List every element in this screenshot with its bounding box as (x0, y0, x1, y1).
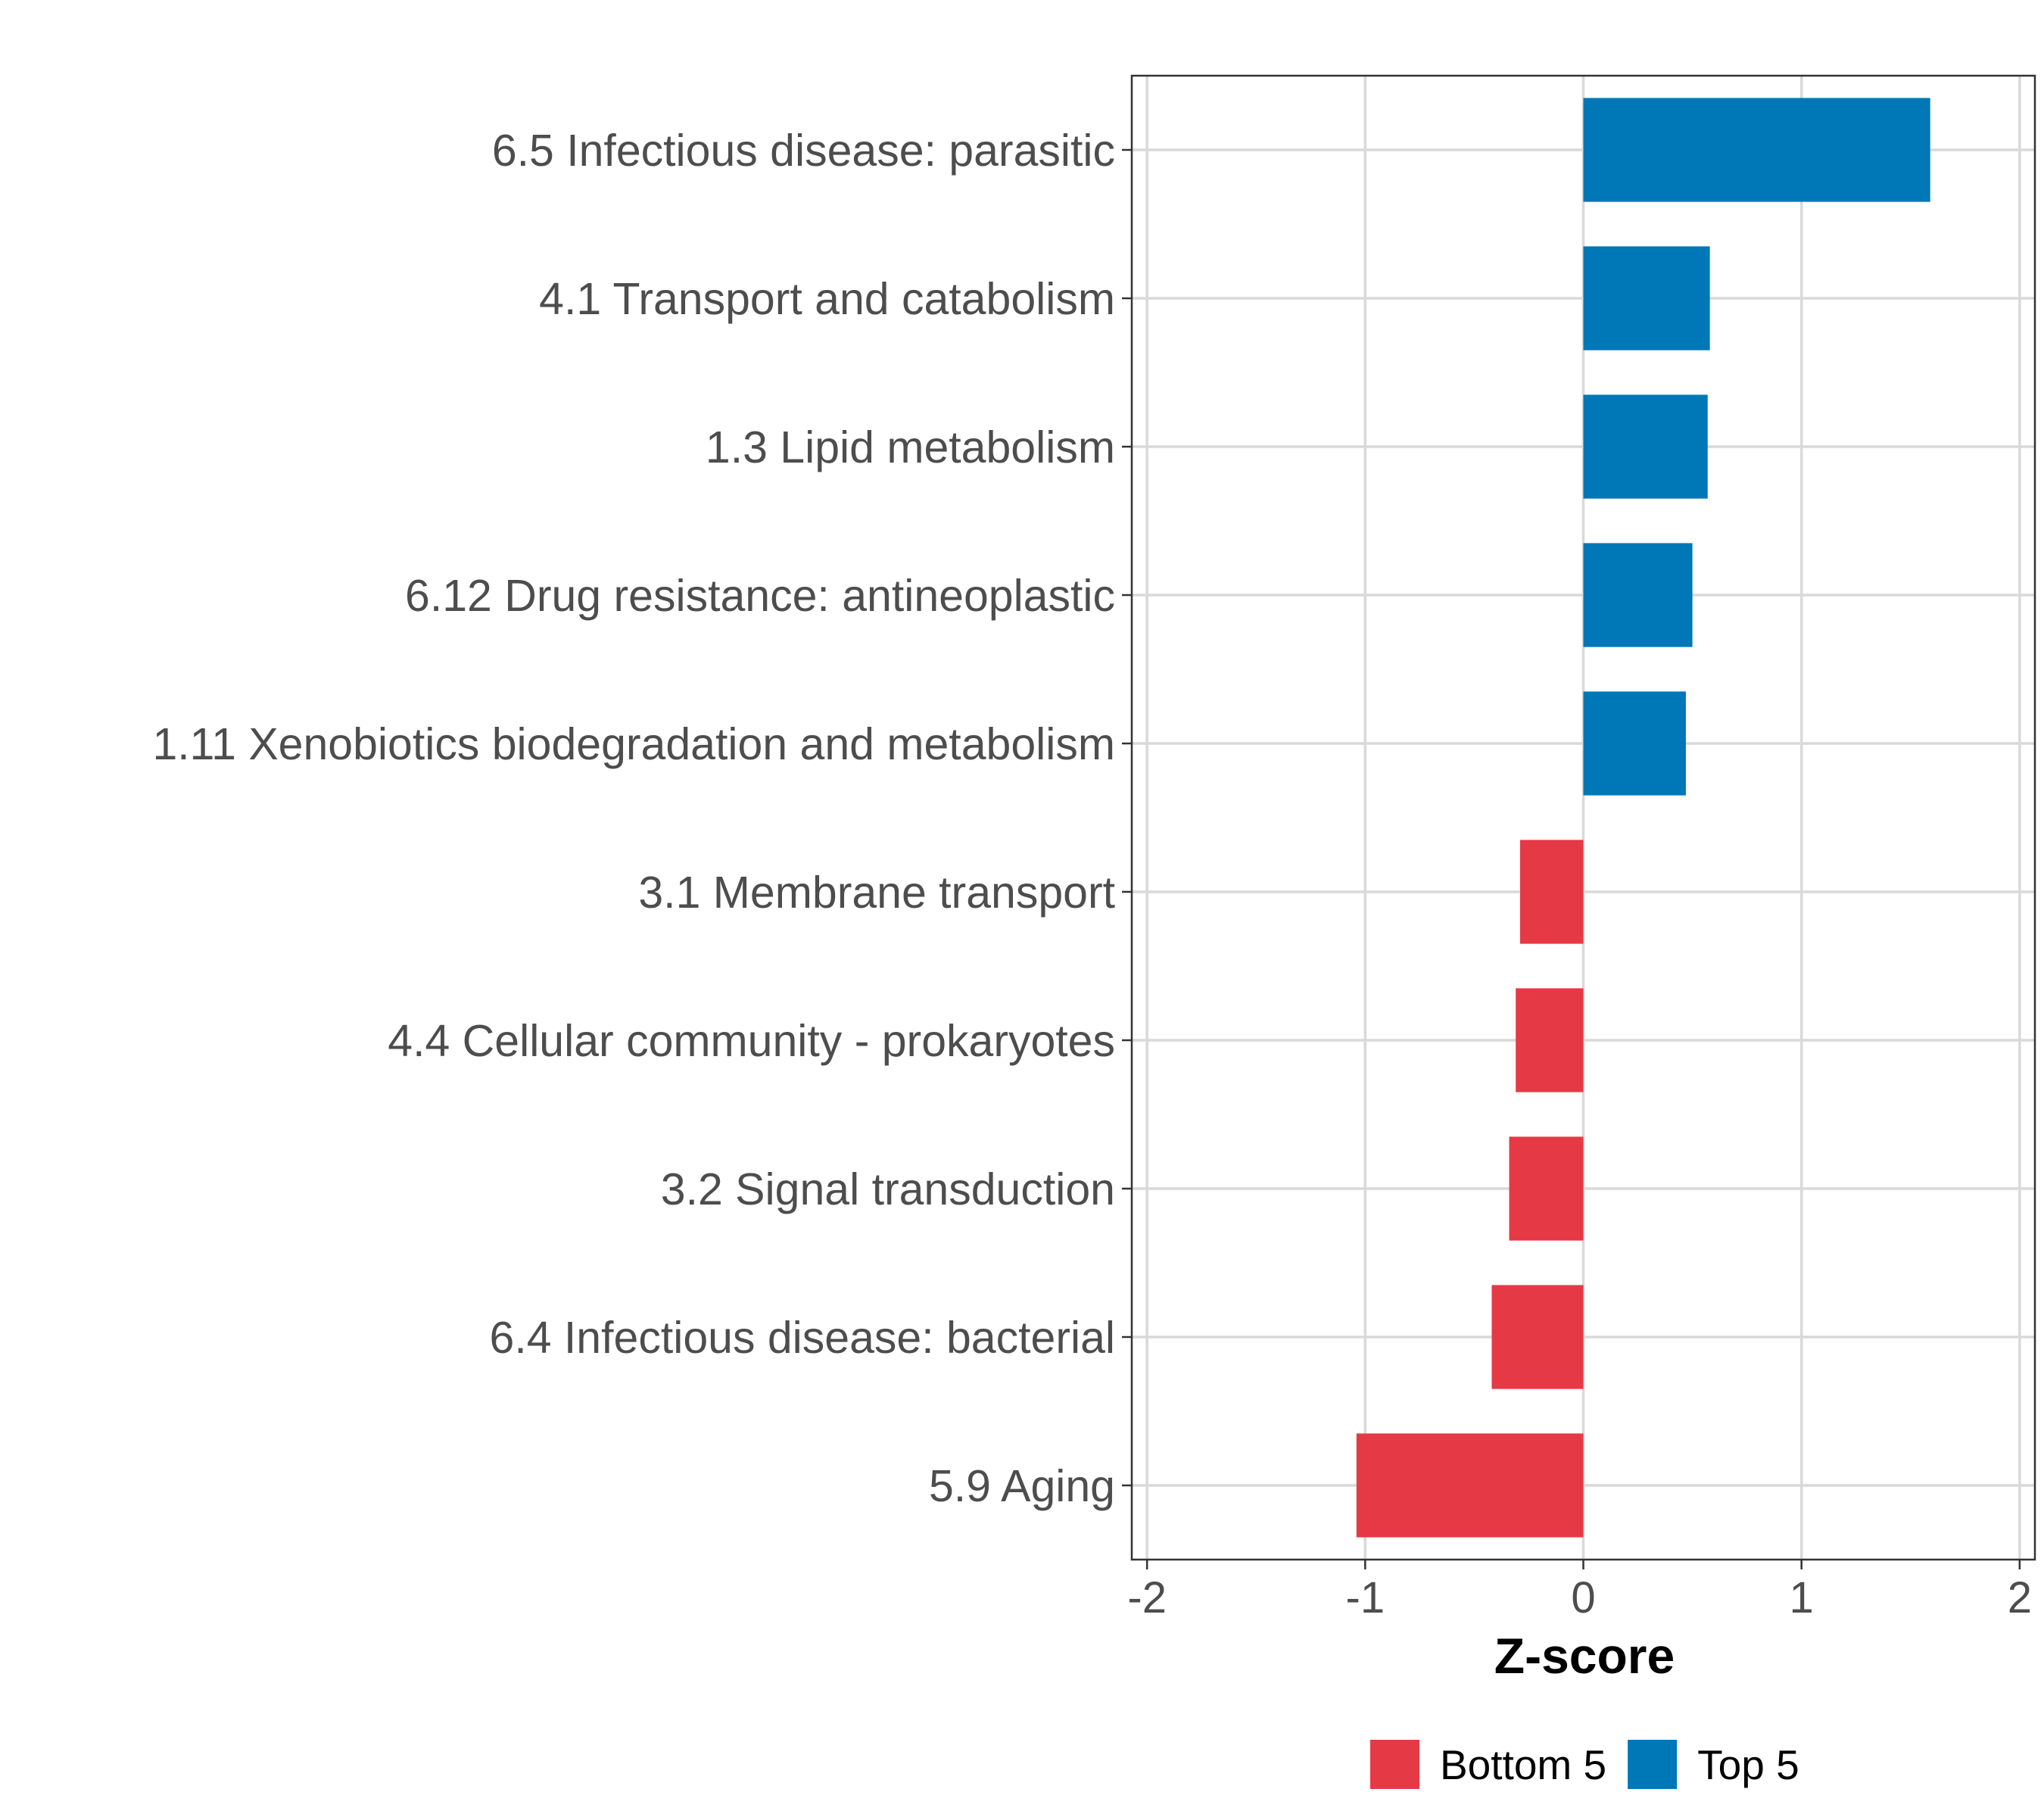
bar (1516, 988, 1584, 1092)
bar (1583, 98, 1930, 202)
legend-swatch (1370, 1740, 1419, 1789)
legend-label: Bottom 5 (1440, 1741, 1606, 1788)
bar (1583, 246, 1710, 351)
y-tick-label: 6.5 Infectious disease: parasitic (492, 126, 1115, 176)
x-axis: -2 -1 0 1 2 (1127, 1560, 2032, 1622)
bar (1583, 691, 1686, 796)
x-tick-label: -2 (1127, 1573, 1167, 1622)
y-axis: 6.5 Infectious disease: parasitic 4.1 Tra… (152, 126, 1132, 1511)
y-tick-label: 3.2 Signal transduction (661, 1164, 1115, 1214)
y-tick-label: 6.12 Drug resistance: antineoplastic (405, 571, 1115, 621)
legend: Bottom 5 Top 5 (1370, 1740, 1799, 1789)
x-axis-title: Z-score (1494, 1628, 1675, 1684)
y-tick-label: 1.3 Lipid metabolism (706, 422, 1115, 472)
y-tick-label: 6.4 Infectious disease: bacterial (490, 1313, 1116, 1363)
x-tick-label: -1 (1346, 1573, 1385, 1622)
y-tick-label: 1.11 Xenobiotics biodegradation and meta… (152, 719, 1115, 769)
y-tick-label: 5.9 Aging (929, 1461, 1115, 1511)
bar (1356, 1433, 1584, 1538)
y-tick-label: 4.1 Transport and catabolism (539, 274, 1115, 324)
x-tick-label: 1 (1790, 1573, 1814, 1622)
y-tick-label: 3.1 Membrane transport (638, 868, 1115, 918)
bar (1491, 1285, 1584, 1389)
bars (1356, 98, 1930, 1538)
bar (1509, 1136, 1584, 1241)
x-tick-label: 2 (2008, 1573, 2032, 1622)
legend-swatch (1628, 1740, 1678, 1789)
bar (1583, 543, 1693, 647)
x-tick-label: 0 (1571, 1573, 1595, 1622)
y-tick-label: 4.4 Cellular community - prokaryotes (388, 1016, 1115, 1066)
bar (1519, 840, 1584, 944)
legend-label: Top 5 (1697, 1741, 1799, 1788)
bar (1583, 394, 1708, 499)
